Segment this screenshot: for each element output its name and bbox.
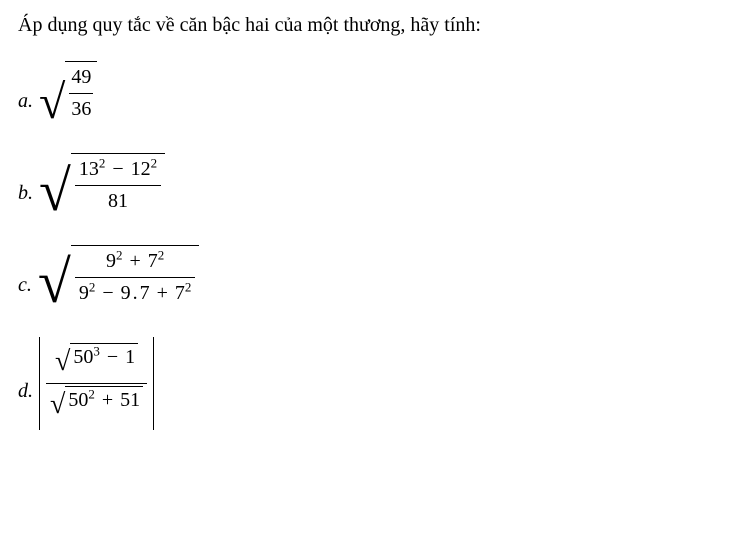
c-den-mul-r: 7 (140, 282, 150, 304)
c-den-b-exp: 2 (185, 279, 192, 294)
radical-icon: √ (55, 343, 70, 381)
item-c-label: c. (18, 272, 32, 299)
sqrt-d-top-body: 503 − 1 (70, 343, 138, 372)
d-top-exp: 3 (93, 343, 100, 358)
item-d: d. √ 503 − 1 √ (18, 337, 717, 430)
c-den-mul-l: 9 (121, 282, 131, 304)
d-bot-op: + (100, 389, 115, 411)
frac-c-num: 92 + 72 (75, 248, 196, 277)
abs-d: √ 503 − 1 √ 502 + 51 (39, 337, 154, 430)
c-num-op: + (127, 250, 142, 272)
item-a: a. √ 49 36 (18, 61, 717, 125)
radical-icon: √ (39, 162, 71, 220)
sqrt-b-body: 132 − 122 81 (71, 153, 165, 217)
d-top-c: 1 (125, 346, 135, 368)
frac-b-den: 81 (75, 185, 161, 215)
sqrt-a-body: 49 36 (65, 61, 97, 125)
frac-d-den: √ 502 + 51 (46, 383, 147, 426)
c-num-b-exp: 2 (158, 247, 165, 262)
d-bot-exp: 2 (88, 386, 95, 401)
d-bot-base: 50 (68, 389, 88, 411)
page: Áp dụng quy tắc về căn bậc hai của một t… (0, 0, 735, 470)
frac-b: 132 − 122 81 (75, 156, 161, 215)
b-num-b-exp: 2 (151, 155, 158, 170)
frac-c-den: 92 − 9.7 + 72 (75, 277, 196, 307)
d-top-base: 50 (73, 346, 93, 368)
b-num-a: 13 (79, 158, 99, 180)
b-num-op: − (110, 158, 125, 180)
item-b-label: b. (18, 180, 33, 207)
sqrt-b: √ 132 − 122 81 (39, 153, 165, 217)
sqrt-a: √ 49 36 (39, 61, 97, 125)
frac-b-num: 132 − 122 (75, 156, 161, 185)
c-den-op1: − (100, 282, 115, 304)
c-num-a: 9 (106, 250, 116, 272)
frac-c: 92 + 72 92 − 9.7 + 72 (75, 248, 196, 307)
sqrt-c-body: 92 + 72 92 − 9.7 + 72 (71, 245, 200, 309)
radical-icon: √ (39, 79, 65, 127)
c-den-op2: + (155, 282, 170, 304)
c-num-a-exp: 2 (116, 247, 123, 262)
frac-a: 49 36 (69, 64, 93, 123)
b-num-a-exp: 2 (99, 155, 106, 170)
c-den-dot: . (131, 282, 140, 304)
radical-icon: √ (38, 252, 71, 312)
frac-d: √ 503 − 1 √ 502 + 51 (46, 341, 147, 426)
sqrt-d-bot-body: 502 + 51 (65, 386, 143, 415)
c-num-b: 7 (148, 250, 158, 272)
d-top-op: − (105, 346, 120, 368)
intro-text: Áp dụng quy tắc về căn bậc hai của một t… (18, 12, 717, 39)
c-den-a-exp: 2 (89, 279, 96, 294)
d-bot-c: 51 (120, 389, 140, 411)
item-d-label: d. (18, 378, 33, 405)
item-b: b. √ 132 − 122 81 (18, 153, 717, 217)
frac-a-den: 36 (69, 93, 93, 123)
frac-d-num: √ 503 − 1 (46, 341, 147, 383)
c-den-a: 9 (79, 282, 89, 304)
c-den-b: 7 (175, 282, 185, 304)
b-num-b: 12 (131, 158, 151, 180)
sqrt-d-bot: √ 502 + 51 (50, 386, 143, 424)
item-a-label: a. (18, 88, 33, 115)
frac-a-num: 49 (69, 64, 93, 93)
radical-icon: √ (50, 386, 65, 424)
item-c: c. √ 92 + 72 92 − 9.7 + 72 (18, 245, 717, 309)
sqrt-d-top: √ 503 − 1 (55, 343, 138, 381)
sqrt-c: √ 92 + 72 92 − 9.7 + 72 (38, 245, 200, 309)
